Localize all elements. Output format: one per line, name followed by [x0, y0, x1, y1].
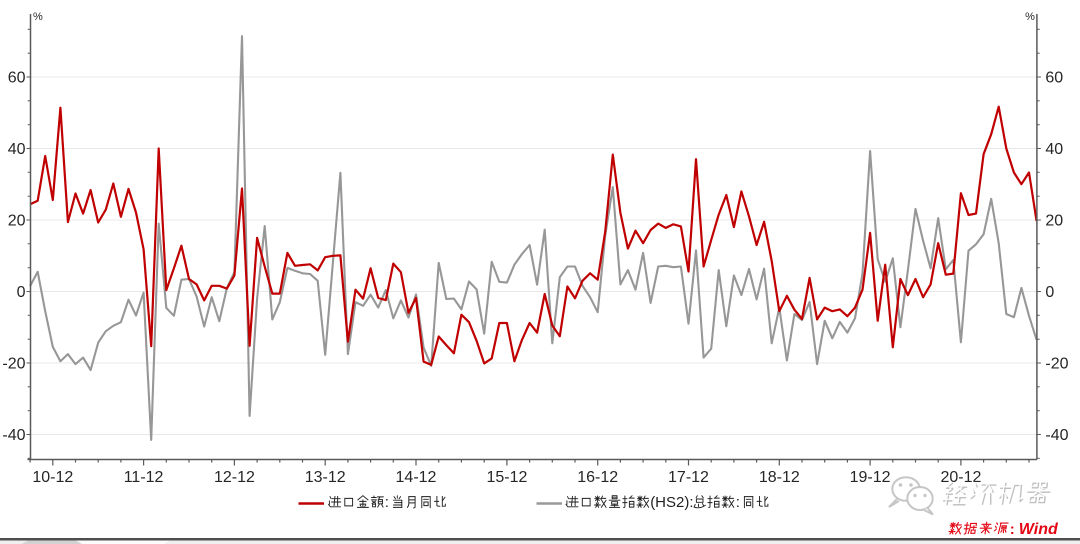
svg-text:16-12: 16-12 — [577, 469, 618, 486]
svg-text:%: % — [1025, 11, 1035, 23]
svg-text:20: 20 — [1045, 213, 1063, 230]
svg-text:-20: -20 — [1045, 356, 1068, 373]
svg-text::: : — [736, 494, 740, 511]
svg-text:14-12: 14-12 — [396, 469, 437, 486]
svg-text:11-12: 11-12 — [124, 469, 164, 486]
svg-text:-20: -20 — [2, 356, 25, 373]
svg-text::: : — [1010, 521, 1015, 538]
svg-text:40: 40 — [8, 141, 26, 158]
svg-text:0: 0 — [17, 284, 26, 301]
svg-text:(HS2):: (HS2): — [650, 494, 693, 511]
svg-text:60: 60 — [8, 70, 26, 87]
svg-text:0: 0 — [1045, 284, 1054, 301]
svg-text:60: 60 — [1045, 70, 1063, 87]
svg-text:40: 40 — [1045, 141, 1063, 158]
svg-text::: : — [385, 494, 389, 511]
svg-text:-40: -40 — [2, 427, 25, 444]
svg-text:19-12: 19-12 — [850, 469, 891, 486]
svg-text:%: % — [33, 11, 43, 23]
svg-text:20: 20 — [8, 213, 26, 230]
svg-text:18-12: 18-12 — [759, 469, 800, 486]
svg-text:13-12: 13-12 — [305, 469, 346, 486]
svg-text:17-12: 17-12 — [668, 469, 709, 486]
svg-text:15-12: 15-12 — [486, 469, 527, 486]
svg-text:-40: -40 — [1045, 427, 1068, 444]
svg-text:12-12: 12-12 — [214, 469, 255, 486]
svg-text:Wind: Wind — [1019, 521, 1059, 538]
svg-text:10-12: 10-12 — [32, 469, 73, 486]
